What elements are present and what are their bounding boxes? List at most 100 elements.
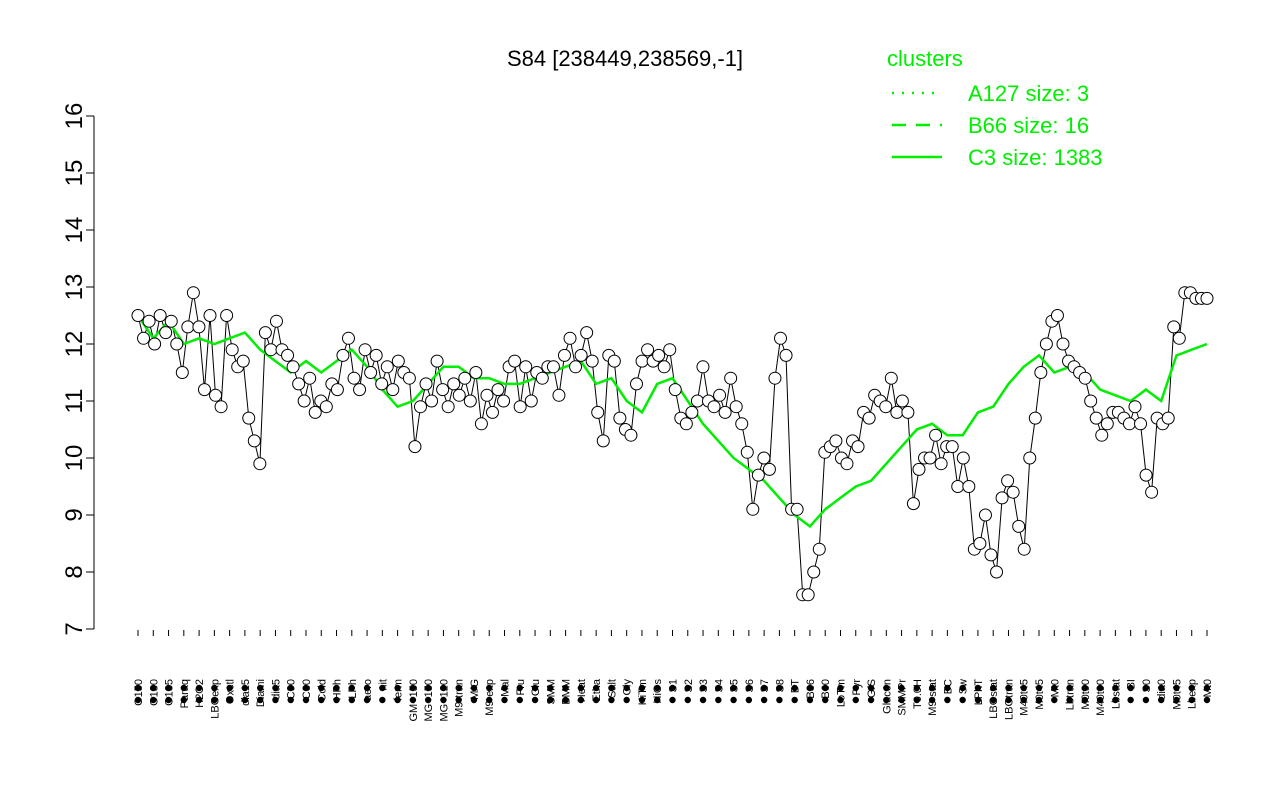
y-axis: 7 8 9 10 11 12 13 14 15 16 [61,103,95,636]
x-tick-marker [302,696,310,704]
observation-point [1089,411,1103,425]
x-tick-marker [883,696,890,704]
x-tick-marker [150,696,157,704]
observation-point [1078,371,1092,385]
observation-point [607,354,621,368]
x-tick-marker [318,684,325,692]
observation-point [336,348,350,362]
observation-point [192,320,206,334]
observation-point [762,462,776,476]
x-tick-marker [852,684,859,692]
observation-point [713,388,727,402]
observation-point [812,542,826,556]
x-tick-marker [1142,684,1150,692]
x-tick-marker [348,684,355,692]
x-tick-marker [806,696,814,704]
x-tick-marker [592,696,600,704]
observation-point [890,405,904,419]
x-tick-marker [776,696,783,704]
x-tick-label: G135 [164,679,176,706]
x-tick-marker [363,696,371,704]
x-tick-marker [531,696,539,704]
x-tick-label: G/S [866,679,878,698]
x-tick-marker [409,696,417,704]
observation-point [912,462,926,476]
x-tick-marker [211,684,218,692]
observation-point [319,400,333,414]
observation-point [1056,337,1070,351]
observation-point [901,405,915,419]
x-tick-marker [333,684,340,692]
x-tick-marker [654,684,661,692]
observation-point [253,457,267,471]
x-tick-label: LBGstat [988,679,1000,719]
observation-point [1023,451,1037,465]
x-tick-marker [287,696,294,704]
x-tick-marker [623,684,630,692]
x-tick-marker [165,696,172,704]
y-tick-label: 16 [61,103,88,130]
x-tick-label: Mt0 [1202,679,1214,697]
observation-point [984,548,998,562]
series-line-2 [136,314,1208,529]
x-tick-marker [241,684,249,692]
x-tick-label: Mal [500,679,512,697]
observation-point [308,405,322,419]
x-tick-marker [623,696,630,704]
x-tick-marker [837,696,844,704]
x-tick-marker [1157,684,1165,692]
x-tick-marker [1051,684,1058,692]
x-tick-marker [1020,696,1027,704]
observation-point [353,383,367,397]
x-tick-marker [287,684,294,692]
observation-point [225,343,239,357]
x-tick-label: S3 [698,679,710,692]
x-tick-marker [272,684,279,692]
x-tick-label: LoTm [835,679,847,707]
observation-point [884,371,898,385]
x-tick-label: Glucon [881,679,893,714]
observation-point [1172,331,1186,345]
x-tick-marker [134,696,142,704]
x-tick-marker [1173,684,1180,692]
x-tick-marker [302,684,310,692]
observation-point [513,400,527,414]
x-tick-marker [745,696,753,704]
observation-point [269,314,283,328]
observation-point [685,405,699,419]
observation-point [264,343,278,357]
x-tick-marker [1005,696,1012,704]
observation-point [790,502,804,516]
x-tick-marker [1005,684,1012,692]
observation-point [153,309,167,322]
x-tick-label: dia5 [270,679,282,700]
y-tick-label: 8 [61,565,88,578]
x-tick-marker [990,696,997,704]
x-tick-marker [348,696,355,704]
x-tick-marker [195,684,203,692]
x-tick-marker [715,684,722,692]
observation-point [247,434,261,448]
observation-point [441,400,455,414]
observation-point [1139,468,1153,482]
observation-point [1161,411,1175,425]
x-tick-marker [1112,684,1119,692]
x-tick-label: BMM [561,679,573,705]
x-tick-marker [134,684,142,692]
x-tick-marker [715,696,722,704]
observation-point [175,366,189,379]
observation-point [419,377,433,391]
x-tick-marker [1081,684,1089,692]
observation-point [447,377,461,391]
x-tick-marker [562,684,569,692]
x-tick-marker [501,684,508,692]
observation-point [729,400,743,414]
x-tick-marker [699,684,707,692]
x-tick-label: Oxctl [225,679,237,704]
x-tick-marker [760,684,768,692]
x-tick-label: S4 [713,679,725,692]
observation-point [906,497,920,511]
x-tick-label: MG+150 [423,679,435,722]
observation-point [956,451,970,465]
observation-point [452,388,466,402]
